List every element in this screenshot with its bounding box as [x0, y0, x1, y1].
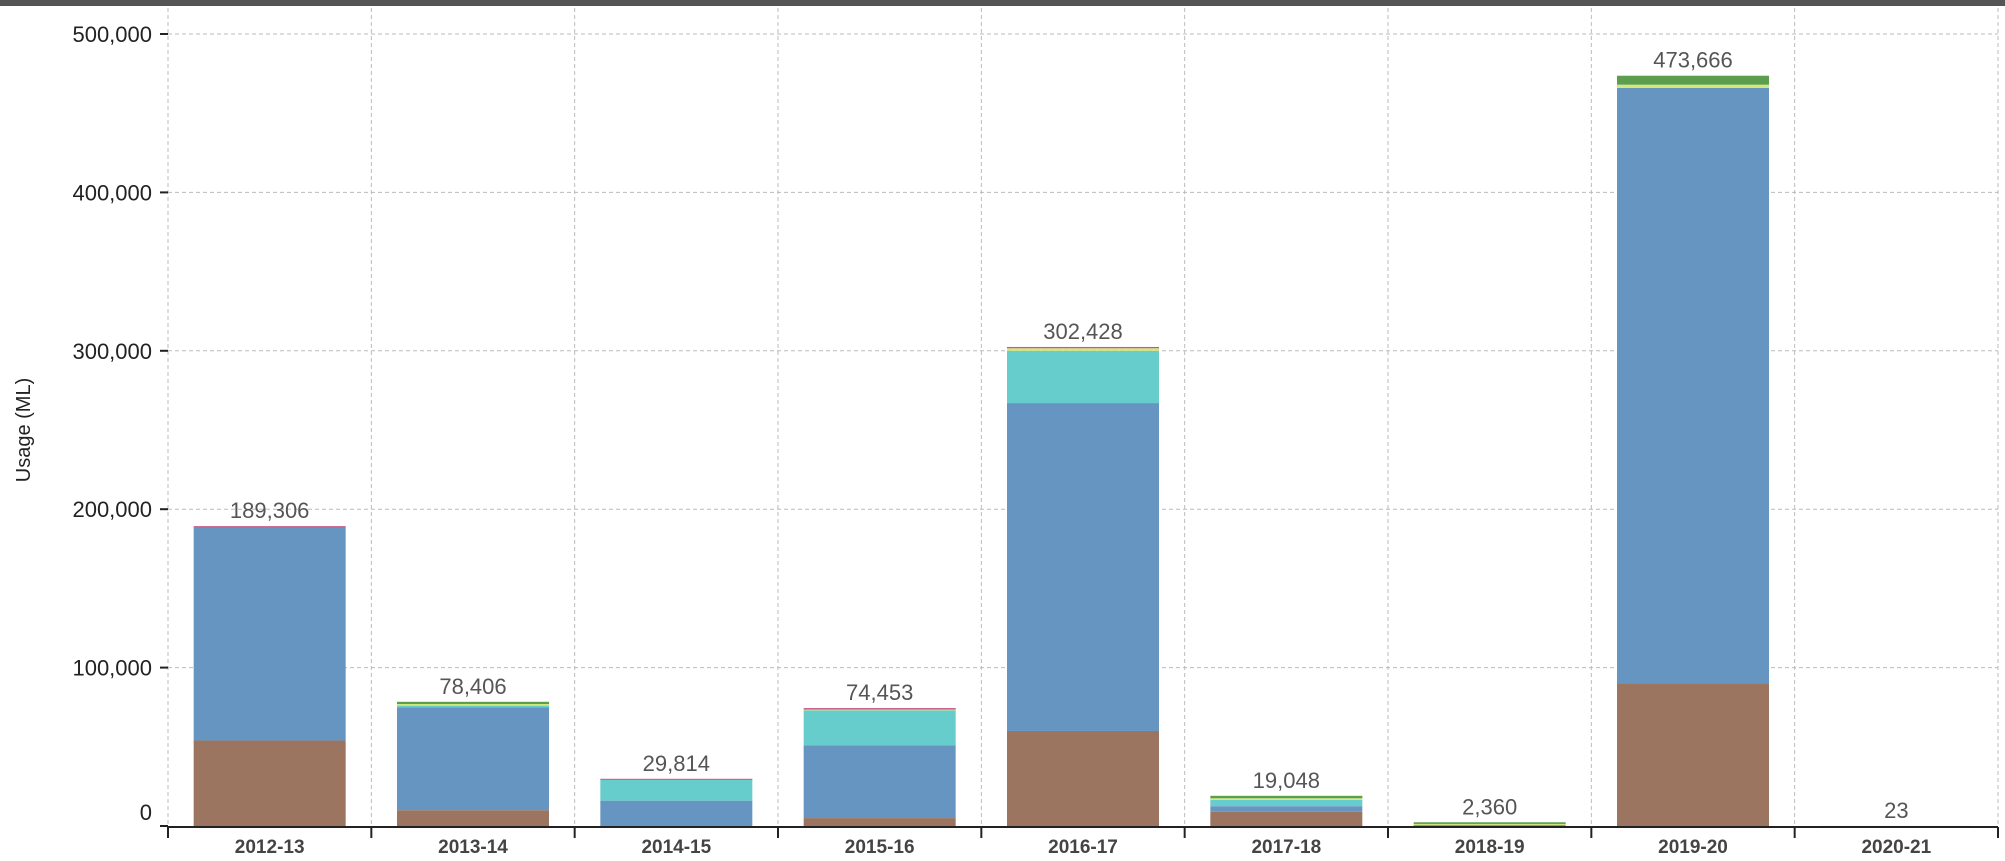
total-data-label: 19,048 — [1253, 768, 1320, 793]
bar-segment — [1007, 346, 1159, 349]
x-tick-label: 2012-13 — [235, 837, 305, 858]
total-data-label: 74,453 — [846, 680, 913, 705]
bar-segment — [397, 704, 549, 706]
bar-segment — [193, 526, 346, 528]
bar-segment — [600, 778, 753, 780]
bar-segment — [1210, 795, 1363, 799]
bar-segment — [1413, 822, 1566, 824]
bar-segment — [397, 705, 549, 708]
x-tick-label: 2015-16 — [845, 837, 915, 858]
x-tick-label: 2020-21 — [1861, 837, 1931, 858]
total-data-label: 29,814 — [643, 751, 710, 776]
bar-segment — [803, 709, 956, 711]
bar-segment — [1617, 84, 1769, 88]
bar-segment — [1007, 730, 1159, 826]
y-tick-label: 0 — [140, 800, 152, 825]
bar-segment — [803, 745, 956, 819]
bar-segment — [1413, 824, 1566, 826]
x-tick-label: 2013-14 — [438, 837, 508, 858]
bar-segment — [397, 810, 549, 826]
y-tick-label: 300,000 — [72, 339, 152, 364]
bar-segment — [1617, 683, 1769, 826]
labels: 0 100,000 200,000 300,000 400,000 500,000 189,… — [72, 22, 1931, 858]
bar-segment — [600, 800, 753, 826]
bar-segment — [600, 779, 753, 801]
total-data-label: 2,360 — [1462, 794, 1517, 819]
total-data-label: 473,666 — [1653, 48, 1733, 73]
x-tick-label: 2019-20 — [1658, 837, 1728, 858]
x-tick-label: 2017-18 — [1251, 837, 1321, 858]
total-data-label: 189,306 — [230, 498, 310, 523]
y-tick-label: 100,000 — [72, 656, 152, 681]
bar-segment — [803, 708, 956, 710]
bar-segment — [1617, 75, 1769, 85]
y-axis-title: Usage (ML) — [13, 378, 35, 482]
bar-segment — [1413, 823, 1566, 825]
x-tick-label: 2016-17 — [1048, 837, 1118, 858]
bar-segment — [193, 740, 346, 826]
bar-segment — [1210, 799, 1363, 807]
bar-segment — [1210, 811, 1363, 826]
bar-segment — [1007, 403, 1159, 731]
y-tick-label: 400,000 — [72, 180, 152, 205]
bar-segment — [1210, 806, 1363, 812]
total-data-label: 23 — [1884, 798, 1908, 823]
total-data-label: 78,406 — [439, 674, 506, 699]
bar-segment — [193, 526, 346, 741]
bar-segment — [1007, 348, 1159, 351]
y-tick-label: 500,000 — [72, 22, 152, 47]
gridlines — [167, 8, 1999, 826]
bar-segment — [803, 710, 956, 746]
bar-segment — [1617, 87, 1769, 684]
bars — [193, 75, 1973, 827]
bar-segment — [397, 707, 549, 811]
axes — [160, 33, 1999, 838]
top-border-bar — [0, 0, 2005, 6]
bar-segment — [1007, 350, 1159, 404]
total-data-label: 302,428 — [1043, 319, 1123, 344]
bar-segment — [397, 701, 549, 705]
bar-segment — [1210, 798, 1363, 800]
bar-segment — [803, 818, 956, 826]
y-tick-label: 200,000 — [72, 497, 152, 522]
bar-segment — [1413, 825, 1566, 827]
x-tick-label: 2014-15 — [641, 837, 711, 858]
x-tick-label: 2018-19 — [1455, 837, 1525, 858]
